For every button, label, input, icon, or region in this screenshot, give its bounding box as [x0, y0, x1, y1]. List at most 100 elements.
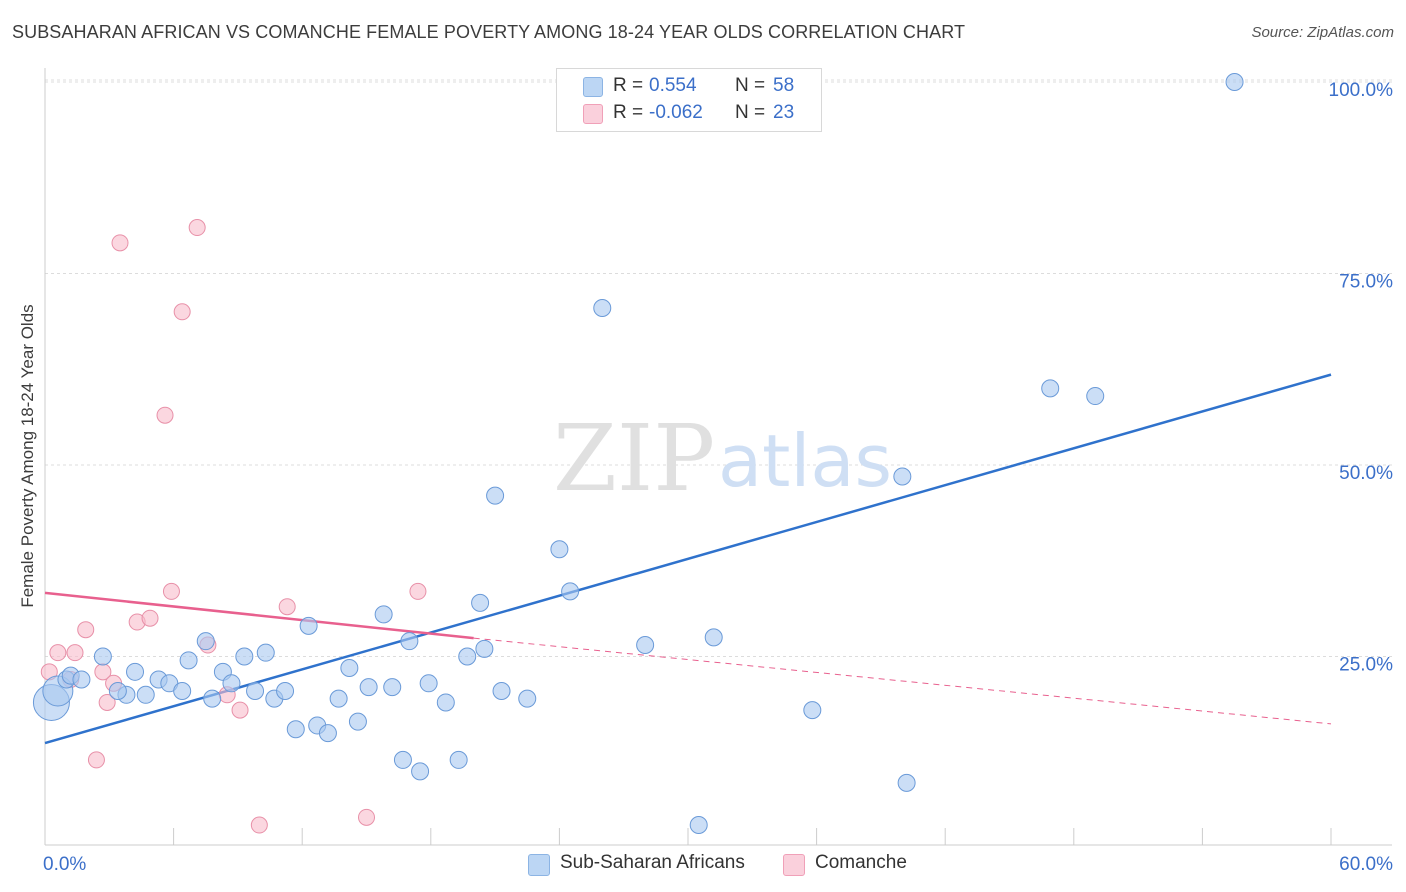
comanche-point	[98, 693, 116, 711]
comanche-point	[409, 582, 427, 600]
subsaharan-point	[518, 689, 537, 708]
y-axis-label: Female Poverty Among 18-24 Year Olds	[18, 304, 37, 608]
x-tick-label: 60.0%	[1339, 854, 1393, 875]
comanche-point	[173, 303, 191, 321]
subsaharan-point	[108, 681, 127, 700]
watermark: ZIP atlas	[553, 405, 892, 512]
subsaharan-point	[1041, 379, 1060, 398]
subsaharan-point	[475, 639, 494, 658]
comanche-point	[231, 701, 249, 719]
comanche-point	[358, 808, 375, 826]
x-tick-label: 0.0%	[43, 854, 86, 875]
subsaharan-point	[449, 750, 468, 769]
subsaharan-point	[93, 647, 112, 666]
y-tick-label: 25.0%	[1339, 655, 1393, 676]
subsaharan-point	[136, 685, 155, 704]
tick-labels: 25.0% 50.0% 75.0% 100.0% 0.0% 60.0%	[43, 80, 1393, 875]
comanche-point	[87, 751, 105, 769]
stats-n-label: N =	[735, 75, 766, 96]
subsaharan-point	[1225, 73, 1244, 91]
subsaharan-point	[593, 298, 612, 317]
subsaharan-point	[256, 643, 275, 662]
stats-swatch-comanche	[583, 104, 603, 124]
subsaharan-point	[400, 632, 419, 651]
subsaharan-point	[196, 632, 215, 651]
stats-n-value: 58	[773, 75, 795, 96]
subsaharan-point	[561, 582, 580, 601]
stats-r-label: R =	[613, 75, 644, 96]
subsaharan-trendline	[44, 373, 1332, 745]
subsaharan-point	[246, 681, 265, 700]
comanche-point	[49, 644, 67, 662]
subsaharan-point	[436, 693, 455, 712]
subsaharan-point	[286, 720, 305, 739]
subsaharan-point	[179, 651, 198, 670]
legend-label-subsaharan: Sub-Saharan Africans	[560, 852, 745, 873]
subsaharan-point	[893, 467, 912, 486]
trendlines	[44, 373, 1332, 745]
subsaharan-point	[72, 670, 91, 689]
subsaharan-point	[897, 773, 916, 792]
subsaharan-point	[704, 628, 723, 647]
comanche-point	[66, 644, 84, 662]
legend-swatch-subsaharan	[528, 854, 550, 876]
comanche-point	[162, 582, 180, 600]
subsaharan-point	[689, 816, 708, 835]
watermark-zip: ZIP	[553, 405, 715, 512]
subsaharan-point	[348, 712, 367, 731]
subsaharan-point	[329, 689, 348, 708]
comanche-point	[141, 609, 159, 627]
subsaharan-point	[486, 486, 505, 505]
subsaharan-point	[374, 605, 393, 624]
subsaharan-point	[393, 750, 412, 769]
subsaharan-point	[471, 593, 490, 612]
subsaharan-point	[383, 678, 402, 697]
comanche-trendline-extension	[473, 637, 1332, 725]
stats-n-value: 23	[773, 102, 795, 123]
y-tick-label: 100.0%	[1329, 80, 1394, 101]
y-tick-label: 75.0%	[1339, 272, 1393, 293]
data-points	[32, 73, 1244, 835]
subsaharan-point	[419, 674, 438, 693]
chart-title: SUBSAHARAN AFRICAN VS COMANCHE FEMALE PO…	[12, 22, 966, 42]
legend-label-comanche: Comanche	[815, 852, 907, 873]
subsaharan-point	[299, 616, 318, 635]
comanche-point	[278, 598, 296, 616]
stats-box: R = 0.554 N = 58 R = -0.062 N = 23	[556, 68, 822, 132]
legend-swatch-comanche	[783, 854, 805, 876]
subsaharan-point	[636, 636, 655, 655]
comanche-point	[77, 621, 95, 639]
subsaharan-point	[276, 681, 295, 700]
subsaharan-point	[318, 724, 337, 743]
subsaharan-point	[173, 681, 192, 700]
subsaharan-point	[803, 701, 822, 720]
comanche-point	[156, 406, 174, 424]
subsaharan-point	[222, 674, 241, 693]
subsaharan-point	[550, 540, 569, 559]
y-tick-label: 50.0%	[1339, 463, 1393, 484]
subsaharan-point	[458, 647, 477, 666]
comanche-trendline	[44, 591, 474, 640]
source-credit: Source: ZipAtlas.com	[1251, 24, 1394, 41]
subsaharan-point	[359, 678, 378, 697]
comanche-point	[111, 234, 129, 252]
subsaharan-point	[492, 681, 511, 700]
subsaharan-point	[235, 647, 254, 666]
stats-row-subsaharan: R = 0.554 N = 58	[557, 73, 821, 99]
stats-r-value: -0.062	[649, 102, 703, 123]
subsaharan-point	[340, 658, 359, 677]
stats-r-label: R =	[613, 102, 644, 123]
subsaharan-point	[203, 689, 222, 708]
comanche-point	[250, 816, 268, 834]
subsaharan-point	[411, 762, 430, 781]
grid-lines	[45, 79, 1392, 657]
stats-n-label: N =	[735, 102, 766, 123]
stats-r-value: 0.554	[649, 75, 697, 96]
watermark-atlas: atlas	[718, 419, 892, 503]
subsaharan-point	[126, 662, 145, 681]
stats-row-comanche: R = -0.062 N = 23	[557, 100, 821, 126]
stats-swatch-subsaharan	[583, 77, 603, 97]
subsaharan-point	[1086, 387, 1105, 406]
comanche-point	[188, 219, 206, 237]
